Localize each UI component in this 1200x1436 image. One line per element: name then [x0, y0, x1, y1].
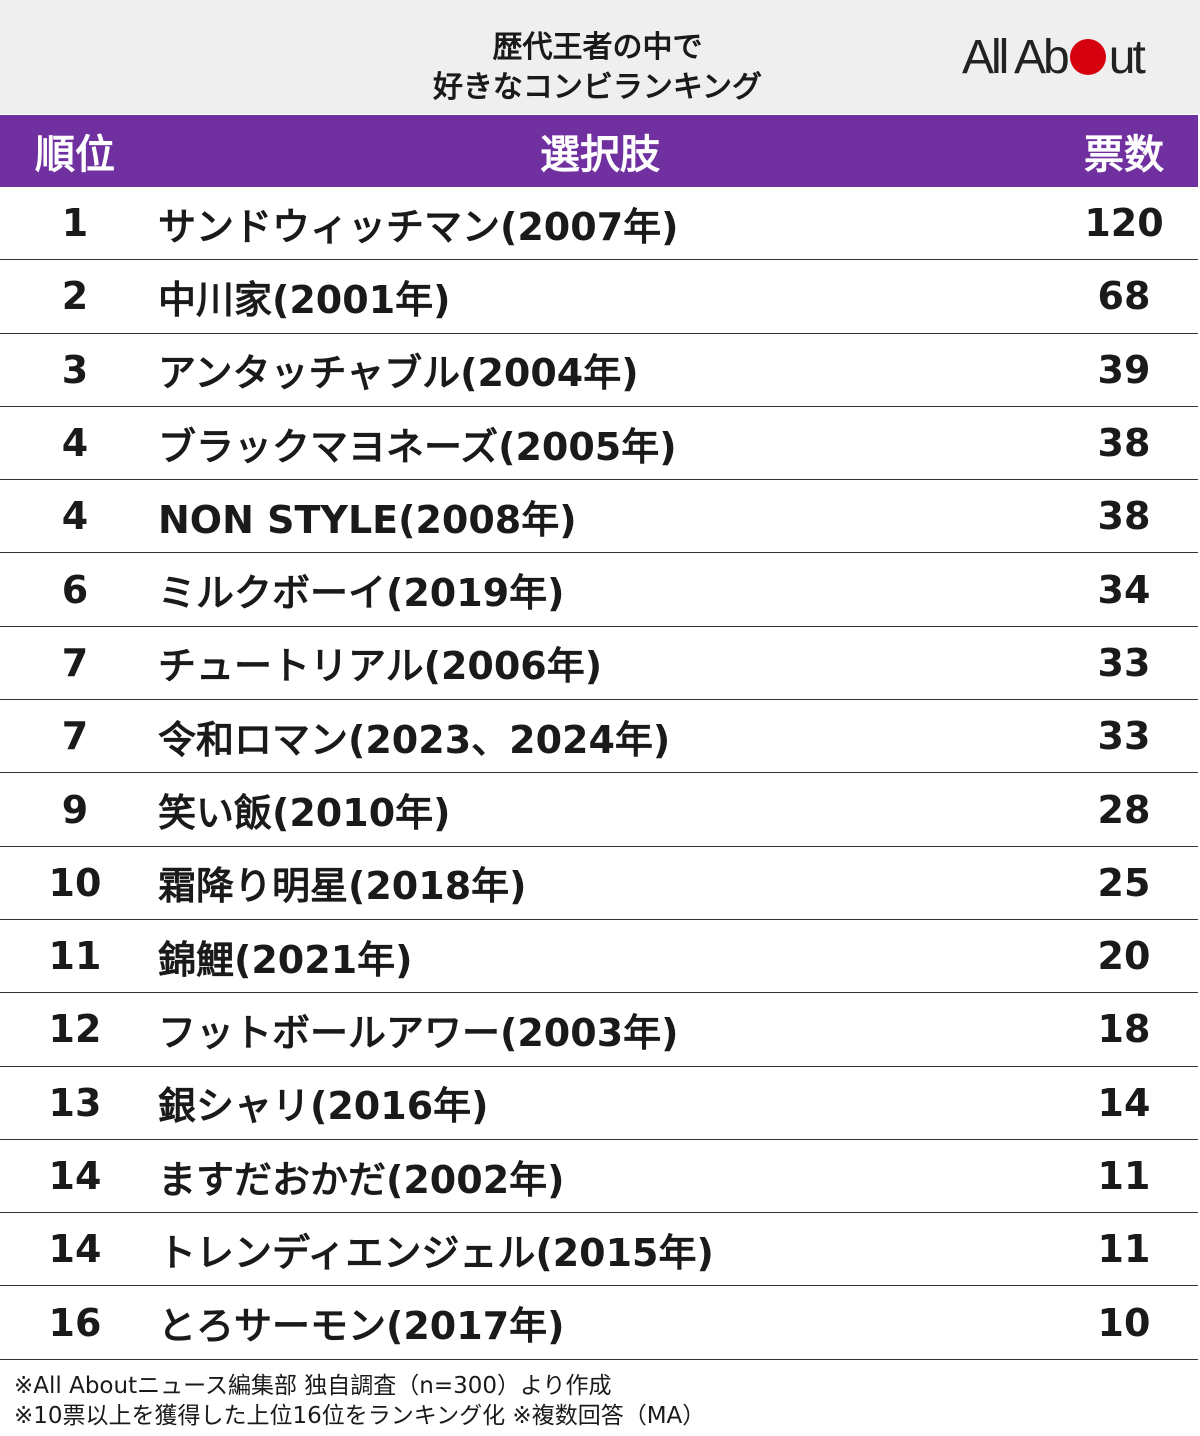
choice: ブラックマヨネーズ(2005年)	[158, 424, 677, 469]
choice: NON STYLE(2008年)	[158, 497, 577, 542]
votes: 38	[1097, 494, 1151, 539]
table-row: 16 とろサーモン(2017年) 10	[0, 1287, 1198, 1360]
table-row: 14 ますだおかだ(2002年) 11	[0, 1140, 1198, 1214]
choice: 令和ロマン(2023、2024年)	[158, 717, 671, 762]
votes: 39	[1097, 347, 1151, 392]
votes: 20	[1097, 934, 1151, 979]
rank: 7	[61, 640, 89, 685]
column-header: 票数	[1084, 132, 1164, 178]
votes: 11	[1097, 1154, 1151, 1199]
rank: 11	[48, 934, 102, 979]
choice: 錦鯉(2021年)	[158, 937, 413, 982]
choice: 霜降り明星(2018年)	[158, 864, 527, 909]
rank: 13	[48, 1080, 102, 1125]
votes: 25	[1097, 860, 1151, 905]
choice: ミルクボーイ(2019年)	[158, 571, 565, 616]
rank: 6	[61, 567, 89, 612]
choice: 中川家(2001年)	[158, 277, 451, 322]
choice: トレンディエンジェル(2015年)	[158, 1230, 714, 1275]
votes: 120	[1084, 201, 1164, 246]
table-row: 11 錦鯉(2021年) 20	[0, 920, 1198, 994]
votes: 33	[1097, 640, 1151, 685]
rank: 9	[61, 787, 89, 832]
rank: 14	[48, 1227, 102, 1272]
choice: チュートリアル(2006年)	[158, 644, 603, 689]
choice: アンタッチャブル(2004年)	[158, 351, 639, 396]
rank: 12	[48, 1007, 102, 1052]
rank: 1	[61, 201, 89, 246]
table-header: 順位 選択肢 票数	[0, 115, 1198, 187]
rank: 2	[61, 274, 89, 319]
logo-dot: o	[1069, 39, 1106, 75]
table-row: 2 中川家(2001年) 68	[0, 260, 1198, 334]
table-row: 4 NON STYLE(2008年) 38	[0, 480, 1198, 554]
table-row: 4 ブラックマヨネーズ(2005年) 38	[0, 407, 1198, 481]
choice: 笑い飯(2010年)	[158, 791, 451, 836]
table-row: 1 サンドウィッチマン(2007年) 120	[0, 187, 1198, 261]
title-line: 歴代王者の中で	[492, 30, 703, 65]
column-header: 順位	[35, 132, 115, 178]
table-row: 10 霜降り明星(2018年) 25	[0, 847, 1198, 920]
table-row: 7 令和ロマン(2023、2024年) 33	[0, 700, 1198, 774]
table-row: 12 フットボールアワー(2003年) 18	[0, 993, 1198, 1067]
table-row: 9 笑い飯(2010年) 28	[0, 773, 1198, 847]
rank: 14	[48, 1154, 102, 1199]
votes: 14	[1097, 1080, 1151, 1125]
votes: 18	[1097, 1007, 1151, 1052]
footnote: ※All Aboutニュース編集部 独自調査（n=300）より作成	[14, 1373, 612, 1399]
votes: 33	[1097, 714, 1151, 759]
table-row: 6 ミルクボーイ(2019年) 34	[0, 554, 1198, 627]
rank: 10	[48, 860, 102, 905]
table-row: 14 トレンディエンジェル(2015年) 11	[0, 1213, 1198, 1287]
votes: 34	[1097, 567, 1151, 612]
choice: ますだおかだ(2002年)	[158, 1157, 565, 1202]
title-bar: 歴代王者の中で 好きなコンビランキング All About	[0, 0, 1200, 114]
votes: 11	[1097, 1227, 1151, 1272]
votes: 38	[1097, 421, 1151, 466]
table-row: 13 銀シャリ(2016年) 14	[0, 1067, 1198, 1140]
choice: フットボールアワー(2003年)	[158, 1010, 679, 1055]
votes: 68	[1097, 274, 1151, 319]
footnote: ※10票以上を獲得した上位16位をランキング化 ※複数回答（MA）	[14, 1403, 706, 1429]
rank: 7	[61, 714, 89, 759]
choice: とろサーモン(2017年)	[158, 1304, 565, 1349]
table-row: 3 アンタッチャブル(2004年) 39	[0, 334, 1198, 407]
logo: All About	[962, 31, 1146, 84]
rank: 3	[61, 347, 89, 392]
rank: 4	[61, 494, 89, 539]
title-line: 好きなコンビランキング	[432, 70, 763, 105]
votes: 10	[1097, 1300, 1151, 1345]
rank: 4	[61, 421, 89, 466]
rank: 16	[48, 1300, 102, 1345]
choice: サンドウィッチマン(2007年)	[158, 204, 679, 249]
column-header: 選択肢	[540, 132, 660, 178]
table-row: 7 チュートリアル(2006年) 33	[0, 627, 1198, 701]
votes: 28	[1097, 787, 1151, 832]
choice: 銀シャリ(2016年)	[158, 1084, 489, 1129]
